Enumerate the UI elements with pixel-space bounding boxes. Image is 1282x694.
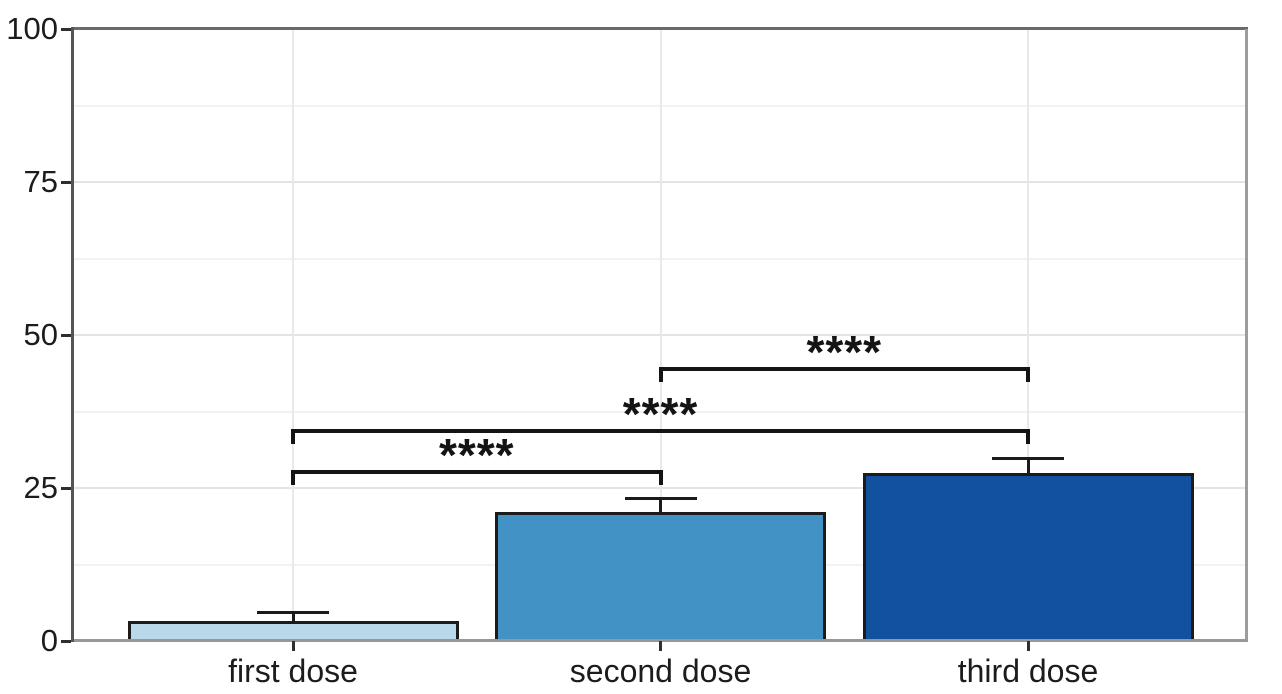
y-tick bbox=[61, 333, 71, 337]
significance-stars: **** bbox=[806, 326, 883, 378]
x-gridline bbox=[659, 29, 662, 641]
y-axis-line bbox=[71, 27, 74, 642]
y-tick bbox=[61, 486, 71, 490]
x-tick bbox=[659, 641, 662, 651]
y-tick-label: 0 bbox=[40, 623, 58, 658]
significance-layer: **** **** **** bbox=[73, 29, 1248, 641]
bars-layer bbox=[73, 29, 1248, 641]
x-tick bbox=[1026, 641, 1030, 651]
significance-bracket bbox=[658, 367, 1030, 382]
x-tick-label: third dose bbox=[957, 653, 1099, 689]
y-tick bbox=[61, 180, 71, 184]
x-gridline bbox=[292, 29, 294, 641]
x-tick bbox=[291, 641, 295, 651]
significance-bracket bbox=[291, 429, 1030, 444]
error-bar-whisker bbox=[291, 612, 295, 623]
x-gridline bbox=[1027, 29, 1029, 641]
y-tick-label: 50 bbox=[23, 317, 58, 352]
y-tick bbox=[61, 27, 71, 31]
y-tick-label: 25 bbox=[23, 470, 58, 505]
plot-panel: **** **** **** bbox=[73, 29, 1248, 641]
y-tick-label: 75 bbox=[23, 164, 58, 199]
error-bar-whisker bbox=[659, 498, 662, 514]
bar bbox=[862, 472, 1194, 641]
error-bar-whisker bbox=[1026, 458, 1030, 475]
significance-stars: **** bbox=[438, 429, 515, 481]
y-tick-label: 100 bbox=[6, 11, 58, 46]
x-tick-label: first dose bbox=[228, 653, 358, 689]
panel-border-top bbox=[71, 27, 1248, 30]
significance-stars: **** bbox=[622, 388, 699, 440]
significance-bracket bbox=[291, 470, 663, 485]
y-tick bbox=[61, 639, 71, 643]
panel-border-right bbox=[1245, 29, 1248, 641]
x-axis-line bbox=[71, 639, 1248, 642]
x-tick-label: second dose bbox=[569, 653, 752, 689]
